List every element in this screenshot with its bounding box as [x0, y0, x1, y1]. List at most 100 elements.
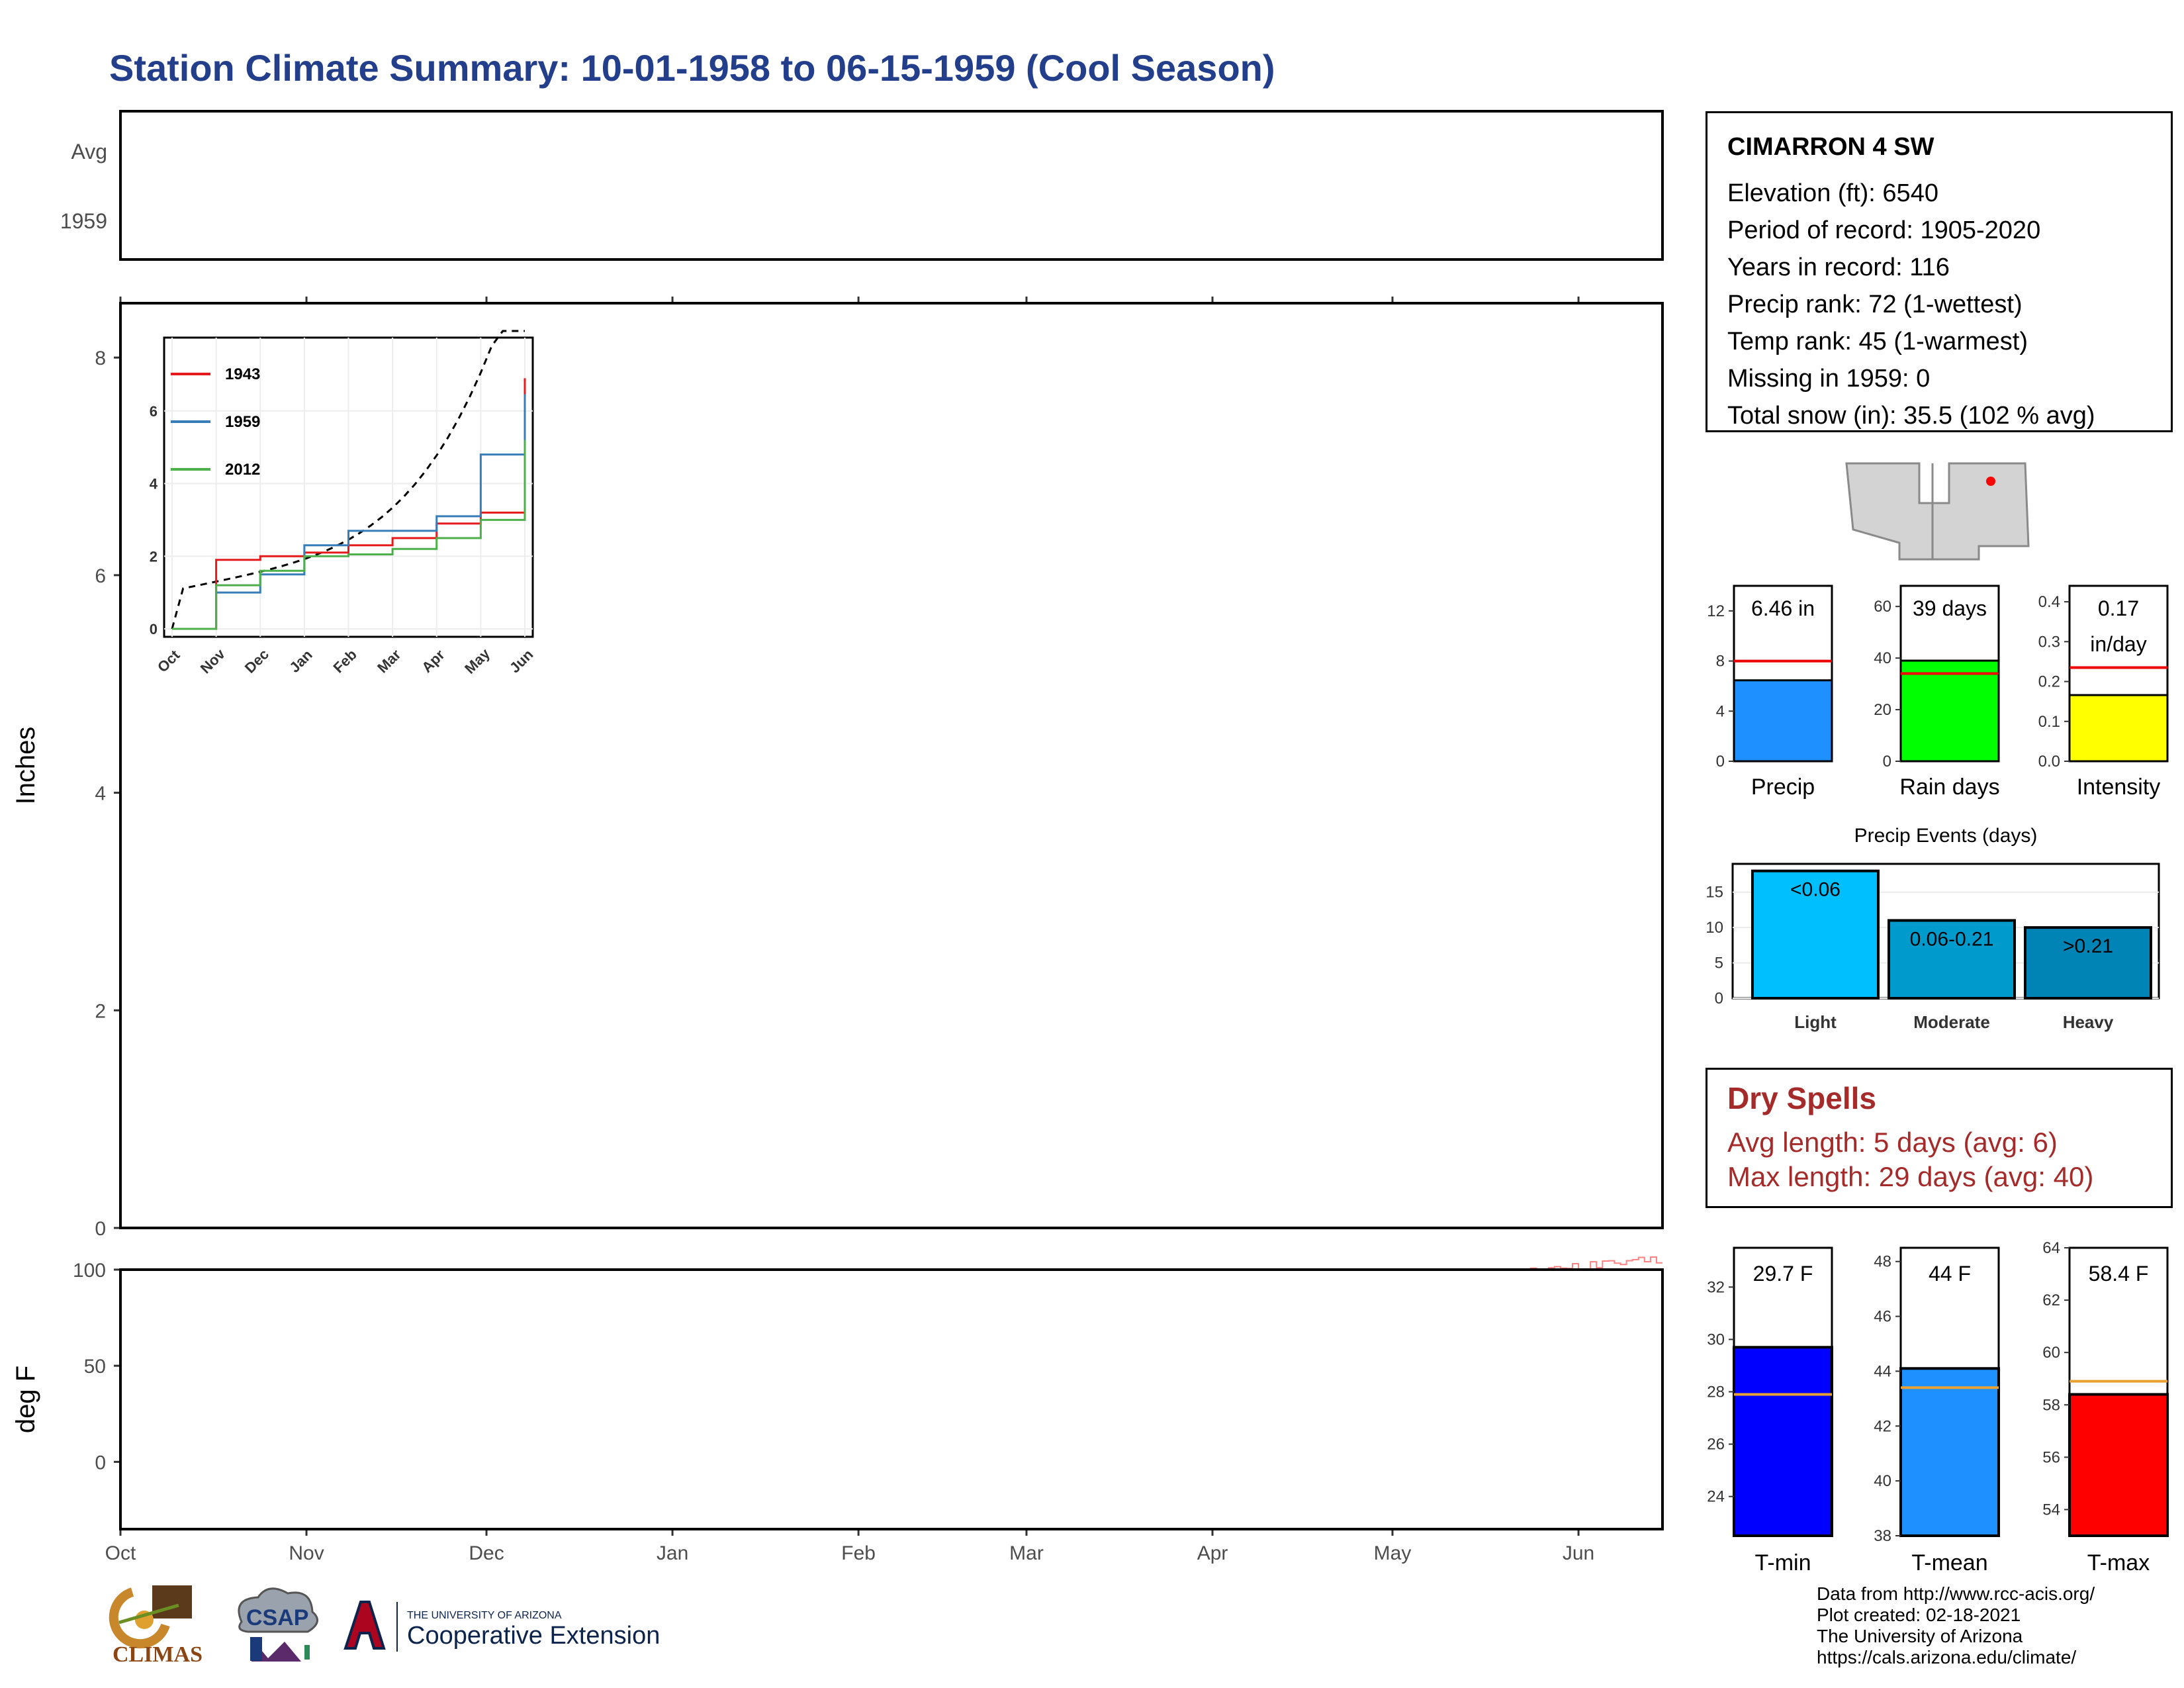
- mini-bar-value: 0.17: [2098, 596, 2139, 620]
- temp-summary-label: T-mean: [1911, 1550, 1987, 1575]
- temp-summary-label: T-min: [1755, 1550, 1811, 1575]
- mini-bar-label: Intensity: [2077, 774, 2161, 800]
- mini-bar-ytick-label: 12: [1707, 602, 1725, 620]
- mini-bar-rain-days: [1899, 659, 2000, 763]
- station-snow: Total snow (in): 35.5 (102 % avg): [1727, 402, 2095, 430]
- mini-bar-ytick-label: 0.1: [2038, 713, 2060, 731]
- temp-summary-ytick-label: 46: [1874, 1308, 1891, 1326]
- mini-bar-ytick-label: 4: [1716, 702, 1725, 720]
- temp-summary-ytick-label: 60: [2042, 1344, 2060, 1362]
- main-ytick-label: 8: [95, 348, 106, 369]
- events-ytick-label: 10: [1706, 919, 1723, 937]
- location-map: [1845, 462, 2030, 561]
- station-missing: Missing in 1959: 0: [1727, 365, 1931, 393]
- credit-plot-created: Plot created: 02-18-2021: [1817, 1605, 2021, 1625]
- timing-panel: 25%50%75%FirstLastAvg25%50%75%FirstLast1…: [0, 110, 1704, 261]
- csap-logo: CSAP: [238, 1587, 318, 1662]
- credits: Data from http://www.rcc-acis.org/ Plot …: [1817, 1583, 2095, 1668]
- timing-right-mask: [1664, 111, 1704, 259]
- temp-ytick-label: 100: [73, 1260, 106, 1282]
- temp-summary-ytick-label: 24: [1707, 1488, 1725, 1506]
- temp-y-axis-title: deg F: [11, 1366, 40, 1433]
- temp-ytick-label: 50: [84, 1356, 106, 1378]
- main-ytick-label: 4: [95, 783, 106, 805]
- events-ytick-label: 15: [1706, 884, 1723, 902]
- mini-bar-ytick-label: 60: [1874, 598, 1891, 616]
- mini-bar-ytick-label: 0.0: [2038, 753, 2060, 771]
- station-temp-rank: Temp rank: 45 (1-warmest): [1727, 328, 2028, 355]
- station-period: Period of record: 1905-2020: [1727, 216, 2041, 244]
- dry-spells-title: Dry Spells: [1727, 1081, 1876, 1115]
- ua-bottom-text: Cooperative Extension: [407, 1622, 660, 1650]
- temp-summary-bar-t-mean: [1899, 1367, 2000, 1537]
- temp-summary-bar-t-max: [2068, 1393, 2169, 1538]
- station-info-box: CIMARRON 4 SW Elevation (ft): 6540 Perio…: [1706, 111, 2173, 432]
- temp-summary-ytick-label: 42: [1874, 1417, 1891, 1435]
- month-label: Dec: [469, 1542, 504, 1564]
- inset-legend-label: 2012: [225, 461, 260, 479]
- csap-text: CSAP: [246, 1605, 308, 1630]
- inset-legend-label: 1959: [225, 413, 260, 431]
- timing-frame: [119, 110, 1664, 261]
- events-bar-label: 0.06-0.21: [1910, 928, 1994, 950]
- temp-summary-ytick-label: 58: [2042, 1396, 2060, 1414]
- main-y-axis-title: Inches: [11, 727, 40, 805]
- ua-top-text: THE UNIVERSITY OF ARIZONA: [407, 1610, 562, 1621]
- inset-ytick-label: 2: [150, 548, 158, 565]
- mini-bar-intensity: [2068, 694, 2169, 763]
- temp-summary-ytick-label: 56: [2042, 1448, 2060, 1466]
- main-ytick-label: 2: [95, 1000, 106, 1022]
- temp-summary-ytick-label: 54: [2042, 1501, 2060, 1519]
- climas-text: CLIMAS: [113, 1642, 203, 1667]
- temp-summary-ytick-label: 28: [1707, 1383, 1725, 1401]
- temp-summary-ytick-label: 30: [1707, 1331, 1725, 1348]
- inset-ytick-label: 0: [150, 621, 158, 637]
- inset-ytick-label: 4: [150, 476, 158, 492]
- mini-bar-ytick-label: 20: [1874, 701, 1891, 719]
- timing-row-label-1959: 1959: [60, 209, 107, 233]
- station-elevation: Elevation (ft): 6540: [1727, 179, 1938, 207]
- events-ytick-label: 5: [1715, 955, 1723, 972]
- climas-logo: CLIMAS: [109, 1585, 203, 1667]
- credit-data-source: Data from http://www.rcc-acis.org/: [1817, 1583, 2095, 1604]
- events-bar-heavy: [2024, 926, 2152, 1000]
- temp-summary-ytick-label: 44: [1874, 1362, 1891, 1380]
- mini-bar-value: 39 days: [1913, 596, 1987, 620]
- temp-summary-ytick-label: 64: [2042, 1239, 2060, 1257]
- mini-bar-label: Rain days: [1899, 774, 1999, 800]
- mini-bar-ytick-label: 8: [1716, 653, 1725, 671]
- events-bar-light: [1751, 869, 1880, 1000]
- mini-bar-ytick-label: 0.2: [2038, 673, 2060, 691]
- month-label: Oct: [105, 1542, 136, 1564]
- temp-summary-value: 29.7 F: [1753, 1262, 1813, 1286]
- main-ytick-label: 6: [95, 565, 106, 587]
- temp-summary-value: 44 F: [1929, 1262, 1971, 1286]
- month-label: Mar: [1009, 1542, 1044, 1564]
- credit-university: The University of Arizona: [1817, 1626, 2023, 1646]
- month-label: May: [1374, 1542, 1412, 1564]
- events-category-label: Light: [1794, 1012, 1837, 1032]
- temp-frame: [119, 1268, 1664, 1530]
- temp-summary-ytick-label: 40: [1874, 1472, 1891, 1490]
- month-label: Apr: [1197, 1542, 1228, 1564]
- station-location-dot: [1986, 477, 1995, 486]
- temp-summary-value: 58.4 F: [2089, 1262, 2149, 1286]
- mini-bar-label: Precip: [1751, 774, 1815, 800]
- ua-logo: THE UNIVERSITY OF ARIZONA Cooperative Ex…: [341, 1599, 660, 1652]
- temp-summary-ytick-label: 32: [1707, 1278, 1725, 1296]
- inset-ytick-label: 6: [150, 403, 158, 420]
- events-category-label: Moderate: [1913, 1012, 1990, 1032]
- logos: CLIMAS CSAP THE UNIVERSITY OF ARIZONA Co…: [109, 1585, 660, 1667]
- events-category-label: Heavy: [2063, 1012, 2114, 1032]
- station-years: Years in record: 116: [1727, 254, 1950, 281]
- events-bar-label: >0.21: [2063, 935, 2113, 957]
- timing-left-mask: [0, 111, 119, 259]
- mini-bar-ytick-label: 0.3: [2038, 633, 2060, 651]
- timing-row-label-avg: Avg: [71, 140, 107, 164]
- mini-bar-value: 6.46 in: [1751, 596, 1815, 620]
- mini-bar-ytick-label: 0: [1716, 753, 1725, 771]
- temp-summary-bar-t-min: [1733, 1346, 1833, 1537]
- mini-bar-value: in/day: [2090, 632, 2146, 656]
- mini-bar-ytick-label: 40: [1874, 649, 1891, 667]
